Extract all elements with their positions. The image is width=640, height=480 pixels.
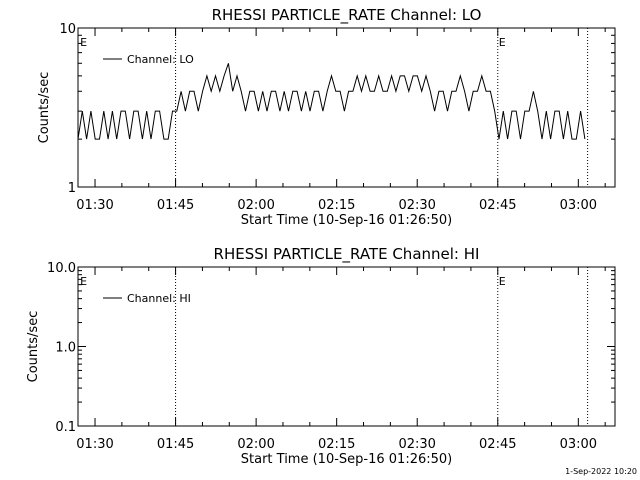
x-tick-label: 03:00: [560, 437, 597, 452]
plot-frame: [77, 266, 616, 427]
x-tick-label: 01:30: [76, 437, 113, 452]
y-tick-label: 0.1: [55, 420, 76, 435]
x-tick-label: 02:00: [237, 437, 274, 452]
plot-frame: [77, 27, 616, 188]
x-tick-label: 02:15: [318, 198, 355, 213]
event-marker-label: E: [499, 275, 506, 288]
x-tick-label: 01:45: [157, 437, 194, 452]
x-tick-label: 02:45: [479, 198, 516, 213]
legend-entry: Channel: LO: [127, 53, 194, 66]
chart-title: RHESSI PARTICLE_RATE Channel: HI: [214, 245, 480, 264]
x-tick-label: 02:00: [237, 198, 274, 213]
x-tick-label: 02:45: [479, 437, 516, 452]
x-axis-label: Start Time (10-Sep-16 01:26:50): [241, 452, 452, 467]
series-line-channel-lo: [77, 63, 586, 140]
x-tick-label: 02:30: [398, 198, 435, 213]
chart-title: RHESSI PARTICLE_RATE Channel: LO: [212, 6, 482, 25]
event-marker-label: E: [80, 36, 87, 49]
y-axis-label: Counts/sec: [37, 72, 52, 144]
y-axis-label: Counts/sec: [26, 311, 41, 383]
legend-entry: Channel: HI: [127, 292, 191, 305]
footer-timestamp-text: 1-Sep-2022 10:20: [565, 467, 637, 476]
event-marker-label: E: [499, 36, 506, 49]
y-tick-label: 1.0: [55, 341, 76, 356]
event-marker-label: E: [80, 275, 87, 288]
y-tick-label: 10: [59, 22, 76, 37]
y-tick-label: 1: [68, 181, 76, 196]
x-tick-label: 02:30: [398, 437, 435, 452]
x-tick-label: 03:00: [560, 198, 597, 213]
x-tick-label: 02:15: [318, 437, 355, 452]
y-tick-label: 10.0: [47, 261, 76, 276]
x-tick-label: 01:45: [157, 198, 194, 213]
x-tick-label: 01:30: [76, 198, 113, 213]
x-axis-label: Start Time (10-Sep-16 01:26:50): [241, 213, 452, 228]
